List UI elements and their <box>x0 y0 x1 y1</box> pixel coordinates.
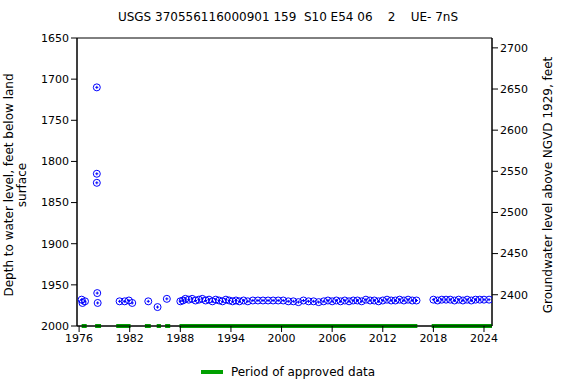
svg-text:1700: 1700 <box>41 73 69 86</box>
svg-text:1800: 1800 <box>41 155 69 168</box>
svg-text:2700: 2700 <box>500 42 528 55</box>
svg-text:Depth to water level, feet bel: Depth to water level, feet below land <box>8 73 16 296</box>
html-text:USGS 370556116000901 159 S10 E: USGS 370556116000901 159 S10 E54 06 2 UE… <box>117 10 459 24</box>
svg-text:1982: 1982 <box>116 332 144 345</box>
svg-text:2600: 2600 <box>500 124 528 137</box>
svg-text:Groundwater level above NGVD 1: Groundwater level above NGVD 1929, feet <box>541 56 555 313</box>
svg-text:1750: 1750 <box>41 114 69 127</box>
svg-text:2550: 2550 <box>500 165 528 178</box>
svg-text:1976: 1976 <box>65 332 93 345</box>
svg-text:2000: 2000 <box>268 332 296 345</box>
svg-text:1950: 1950 <box>41 279 69 292</box>
svg-text:2006: 2006 <box>318 332 346 345</box>
svg-text:1994: 1994 <box>217 332 245 345</box>
svg-text:2450: 2450 <box>500 247 528 260</box>
svg-text:2650: 2650 <box>500 83 528 96</box>
svg-text:1988: 1988 <box>166 332 194 345</box>
svg-text:2024: 2024 <box>470 332 498 345</box>
svg-text:1650: 1650 <box>41 32 69 45</box>
svg-text:2500: 2500 <box>500 206 528 219</box>
svg-text:2012: 2012 <box>369 332 397 345</box>
svg-text:2000: 2000 <box>41 320 69 333</box>
svg-text:surface: surface <box>15 163 29 207</box>
html-text:Period of approved data: Period of approved data <box>230 365 376 379</box>
svg-text:1850: 1850 <box>41 196 69 209</box>
svg-text:1900: 1900 <box>41 238 69 251</box>
svg-text:2400: 2400 <box>500 289 528 302</box>
svg-text:2018: 2018 <box>419 332 447 345</box>
